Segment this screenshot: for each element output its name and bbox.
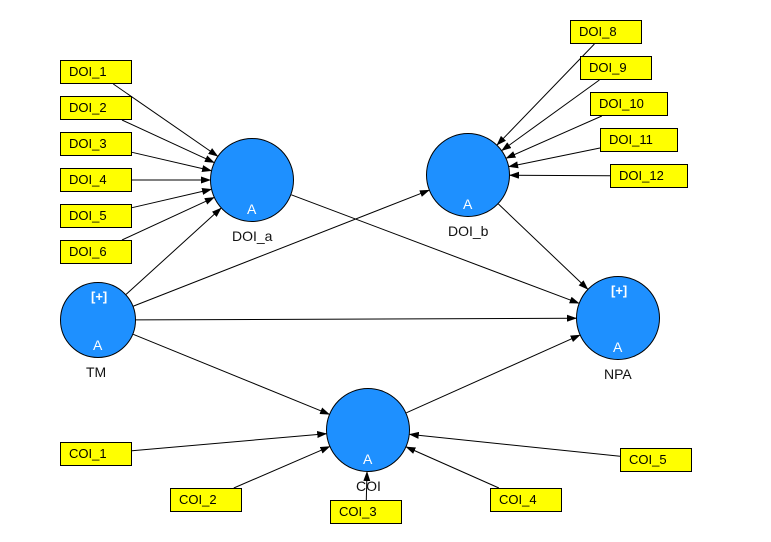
latent-type: A — [363, 451, 372, 467]
edge — [132, 434, 326, 451]
indicator-coi3: COI_3 — [330, 500, 402, 524]
indicator-doi9: DOI_9 — [580, 56, 652, 80]
indicator-label: COI_2 — [179, 492, 217, 507]
indicator-label: COI_1 — [69, 446, 107, 461]
indicator-label: DOI_5 — [69, 208, 107, 223]
edge — [291, 195, 578, 303]
indicator-doi3: DOI_3 — [60, 132, 132, 156]
latent-label-coi: COI — [356, 478, 381, 494]
latent-type: A — [93, 337, 102, 353]
latent-label-doi_a: DOI_a — [232, 228, 272, 244]
indicator-label: DOI_10 — [599, 96, 644, 111]
indicator-coi4: COI_4 — [490, 488, 562, 512]
indicator-doi6: DOI_6 — [60, 240, 132, 264]
latent-label-doi_b: DOI_b — [448, 223, 488, 239]
indicator-label: DOI_2 — [69, 100, 107, 115]
indicator-label: COI_5 — [629, 452, 667, 467]
edge — [502, 80, 599, 150]
edge — [136, 318, 576, 320]
latent-npa: [+] A — [576, 276, 660, 360]
edge — [122, 120, 214, 162]
latent-plus: [+] — [91, 289, 107, 304]
edge — [510, 175, 610, 176]
latent-plus: [+] — [611, 283, 627, 298]
indicator-coi2: COI_2 — [170, 488, 242, 512]
indicator-label: DOI_8 — [579, 24, 617, 39]
edge — [498, 204, 587, 289]
indicator-coi5: COI_5 — [620, 448, 692, 472]
indicator-doi2: DOI_2 — [60, 96, 132, 120]
indicator-label: DOI_11 — [609, 132, 653, 147]
edge — [234, 447, 330, 488]
edge — [509, 148, 600, 167]
indicator-label: DOI_4 — [69, 172, 107, 187]
indicator-label: DOI_1 — [69, 64, 107, 79]
edge — [410, 434, 620, 456]
edge — [406, 447, 499, 488]
indicator-label: DOI_12 — [619, 168, 664, 183]
latent-doi_a: A — [210, 138, 294, 222]
edge — [133, 334, 329, 414]
edge — [132, 189, 211, 207]
indicator-doi12: DOI_12 — [610, 164, 688, 188]
indicator-label: COI_4 — [499, 492, 537, 507]
indicator-doi5: DOI_5 — [60, 204, 132, 228]
indicator-doi8: DOI_8 — [570, 20, 642, 44]
latent-doi_b: A — [426, 133, 510, 217]
latent-tm: [+] A — [60, 282, 136, 358]
indicator-label: DOI_3 — [69, 136, 107, 151]
indicator-doi11: DOI_11 — [600, 128, 678, 152]
indicator-label: DOI_6 — [69, 244, 107, 259]
latent-type: A — [613, 339, 622, 355]
latent-type: A — [247, 201, 256, 217]
edge — [132, 152, 211, 170]
indicator-label: DOI_9 — [589, 60, 627, 75]
edge — [126, 208, 221, 294]
latent-coi: A — [326, 388, 410, 472]
latent-label-npa: NPA — [604, 366, 632, 382]
indicator-label: COI_3 — [339, 504, 377, 519]
indicator-doi10: DOI_10 — [590, 92, 668, 116]
edge — [506, 116, 601, 158]
indicator-doi4: DOI_4 — [60, 168, 132, 192]
indicator-doi1: DOI_1 — [60, 60, 132, 84]
indicator-coi1: COI_1 — [60, 442, 132, 466]
edge — [122, 198, 214, 240]
latent-type: A — [463, 196, 472, 212]
latent-label-tm: TM — [86, 364, 106, 380]
edge — [406, 335, 579, 413]
